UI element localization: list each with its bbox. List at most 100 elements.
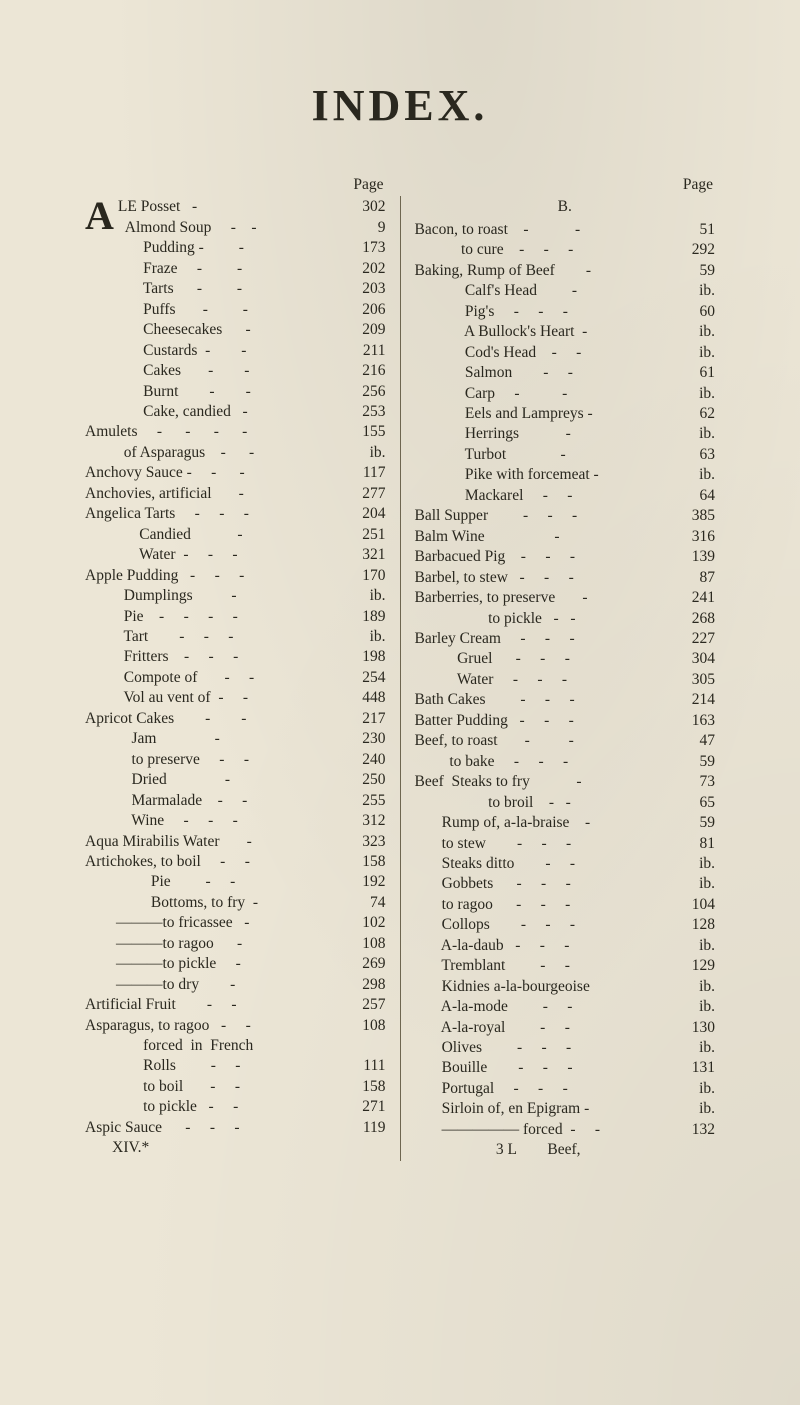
entry-fill: [244, 238, 356, 258]
entry-label: Water - - -: [85, 545, 238, 565]
entry-label: Angelica Tarts - - -: [85, 504, 249, 524]
index-entry: Water - - - 305: [414, 670, 715, 690]
entry-page: 163: [685, 711, 715, 731]
entry-page: 268: [685, 609, 715, 629]
index-entry: to stew - - - 81: [414, 834, 715, 854]
entry-fill: [571, 1038, 685, 1058]
entry-page: ib.: [685, 854, 715, 874]
entry-label: Apricot Cakes - -: [85, 709, 246, 729]
entry-label: Bottoms, to fry -: [85, 893, 258, 913]
entry-label: Tart - - -: [85, 627, 233, 647]
entry-page: 158: [356, 1077, 386, 1097]
entry-page: 104: [685, 895, 715, 915]
entry-fill: [588, 588, 686, 608]
entry-page: ib.: [685, 343, 715, 363]
entry-fill: [570, 1018, 685, 1038]
entry-page: 241: [685, 588, 715, 608]
entry-page: ib.: [685, 977, 715, 997]
entry-fill: [570, 649, 685, 669]
index-entry: Eels and Lampreys - 62: [414, 404, 715, 424]
index-entry: Kidnies a-la-bourgeoise ib.: [414, 977, 715, 997]
entry-fill: [575, 547, 685, 567]
index-entry: ———to fricassee - 102: [85, 913, 386, 933]
entry-fill: [240, 1077, 356, 1097]
entry-page: 302: [356, 197, 386, 217]
entry-page: 108: [356, 1016, 386, 1036]
index-entry: Sirloin of, en Epigram - ib.: [414, 1099, 715, 1119]
entry-label: Wine - - -: [85, 811, 238, 831]
index-entry: Rolls - - 111: [85, 1056, 386, 1076]
entry-page: 211: [356, 341, 386, 361]
column-divider: [400, 196, 401, 1161]
entry-page: 189: [356, 607, 386, 627]
entry-fill: [238, 811, 356, 831]
entry-fill: [570, 895, 685, 915]
entry-page: 87: [685, 568, 715, 588]
index-entry: Angelica Tarts - - - 204: [85, 504, 386, 524]
index-entry: Dried - 250: [85, 770, 386, 790]
entry-label: Rolls - -: [85, 1056, 240, 1076]
entry-page: 254: [356, 668, 386, 688]
index-entry: to ragoo - - - 104: [414, 895, 715, 915]
entry-fill: [252, 832, 356, 852]
index-entry: Cheesecakes - 209: [85, 320, 386, 340]
entry-label: A-la-royal - -: [414, 1018, 569, 1038]
entry-page: 59: [685, 813, 715, 833]
index-entry: A-la-daub - - - ib.: [414, 936, 715, 956]
index-entry: Bouille - - - 131: [414, 1058, 715, 1078]
entry-fill: [569, 936, 685, 956]
entry-label: Burnt - -: [85, 382, 251, 402]
entry-label: ————— forced - -: [414, 1120, 600, 1140]
index-entry: Pig's - - - 60: [414, 302, 715, 322]
entry-label: Bouille - - -: [414, 1058, 572, 1078]
entry-label: Sirloin of, en Epigram -: [414, 1099, 589, 1119]
index-entry: XIV.*: [85, 1138, 386, 1158]
index-entry: Carp - - ib.: [414, 384, 715, 404]
entry-label: Kidnies a-la-bourgeoise: [414, 977, 589, 997]
index-entry: Bottoms, to fry - 74: [85, 893, 386, 913]
index-entry: Artichokes, to boil - - 158: [85, 852, 386, 872]
index-entry: Asparagus, to ragoo - - 108: [85, 1016, 386, 1036]
entry-fill: [571, 834, 685, 854]
entry-label: to ragoo - - -: [414, 895, 570, 915]
entry-fill: [572, 997, 685, 1017]
entry-page: 227: [685, 629, 715, 649]
entry-page: 51: [685, 220, 715, 240]
page-title: INDEX.: [85, 80, 715, 131]
entry-page: 128: [685, 915, 715, 935]
entry-fill: [254, 668, 355, 688]
entry-page: 64: [685, 486, 715, 506]
entry-fill: [581, 343, 685, 363]
index-entry: Fraze - - 202: [85, 259, 386, 279]
entry-page: 253: [356, 402, 386, 422]
entry-fill: [258, 893, 355, 913]
index-entry: Barbel, to stew - - - 87: [414, 568, 715, 588]
entry-label: Mackarel - -: [414, 486, 572, 506]
entry-page: ib.: [685, 936, 715, 956]
index-entry: Mackarel - - 64: [414, 486, 715, 506]
page-header-left: Page: [85, 175, 386, 195]
entry-page: 108: [356, 934, 386, 954]
index-entry: Balm Wine - 316: [414, 527, 715, 547]
entry-page: ib.: [685, 281, 715, 301]
index-entry: to broil - - 65: [414, 793, 715, 813]
index-entry: Baking, Rump of Beef - 59: [414, 261, 715, 281]
entry-fill: [589, 1099, 685, 1119]
entry-page: 119: [356, 1118, 386, 1138]
entry-fill: [242, 259, 355, 279]
entry-fill: [245, 463, 356, 483]
entry-fill: [246, 709, 355, 729]
entry-label: Fraze - -: [85, 259, 242, 279]
right-entries: Bacon, to roast - - 51 to cure - - - 292…: [414, 220, 715, 1161]
entry-page: 117: [356, 463, 386, 483]
index-entry: Almond Soup - - 9: [118, 218, 386, 238]
entry-label: Dumplings -: [85, 586, 237, 606]
entry-fill: [249, 504, 356, 524]
entry-page: 298: [356, 975, 386, 995]
entry-label: Asparagus, to ragoo - -: [85, 1016, 251, 1036]
entry-fill: [238, 607, 356, 627]
entry-label: Herrings -: [414, 424, 570, 444]
entry-label: Calf's Head -: [414, 281, 577, 301]
index-entry: A Bullock's Heart - ib.: [414, 322, 715, 342]
entry-page: 59: [685, 261, 715, 281]
